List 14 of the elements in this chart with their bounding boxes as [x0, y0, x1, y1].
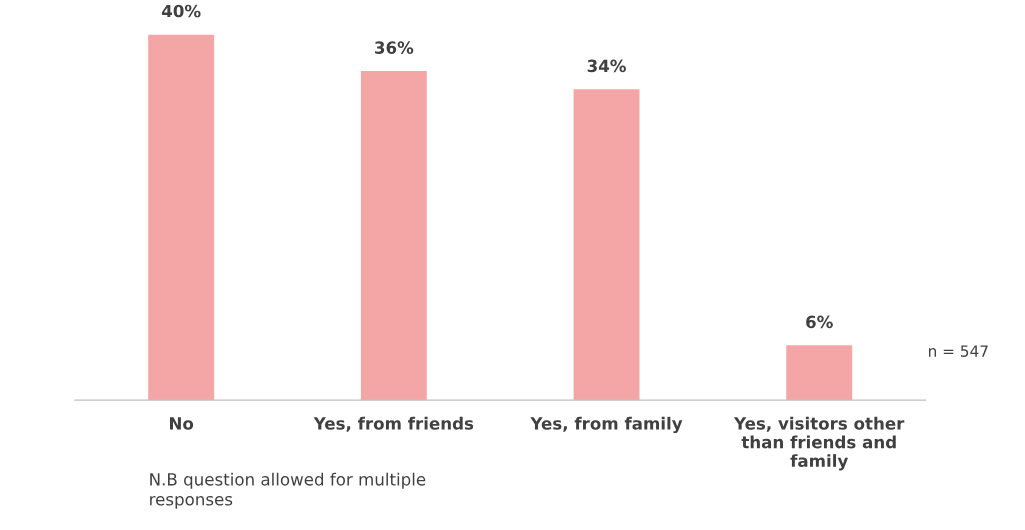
- data-label: 34%: [587, 59, 626, 73]
- x-tick-label: Yes, visitors other than friends and family: [733, 416, 905, 471]
- bar: [786, 345, 853, 401]
- text: N.B question allowed for multiple responses: [150, 472, 426, 509]
- x-tick-label: Yes, from friends: [313, 416, 474, 432]
- data-label: 6%: [806, 315, 833, 329]
- bar: [573, 89, 640, 401]
- bar: [360, 71, 427, 401]
- x-tick-label: Yes, from family: [530, 416, 683, 434]
- text: n = 547: [929, 345, 988, 357]
- x-tick-label: No: [170, 417, 194, 430]
- data-label: 40%: [161, 4, 201, 18]
- data-label: 36%: [375, 41, 414, 54]
- bar: [148, 34, 215, 401]
